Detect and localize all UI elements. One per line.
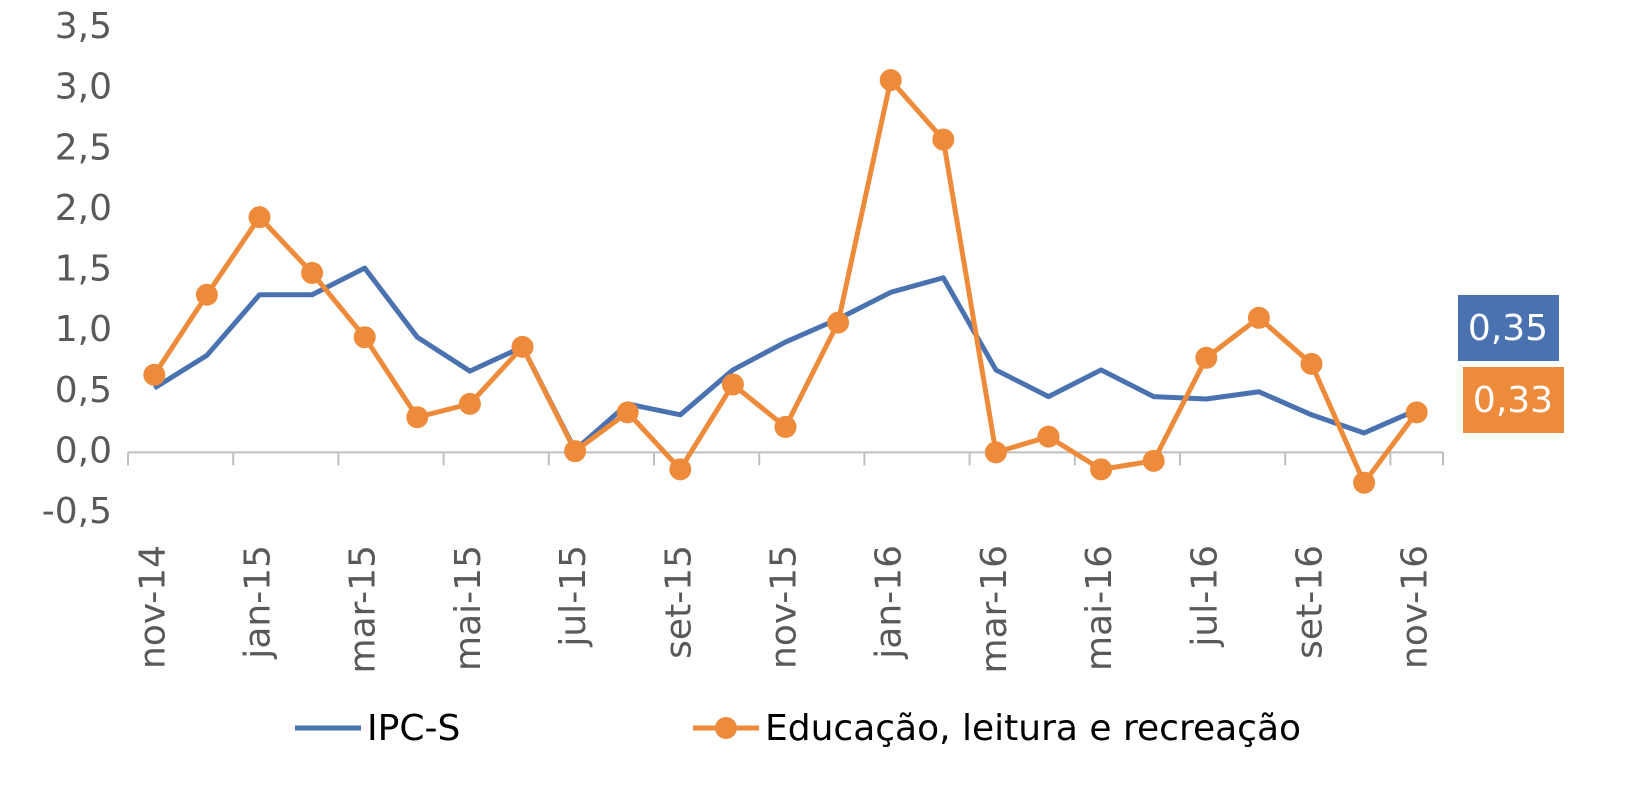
y-tick-label: 3,5 (55, 6, 112, 47)
series-marker (195, 283, 218, 306)
value-label: 0,33 (1473, 380, 1553, 421)
y-tick-label: 1,0 (55, 309, 112, 350)
series-marker (458, 392, 481, 415)
x-tick-label: mar-16 (974, 545, 1015, 673)
x-tick-label: set-15 (658, 545, 699, 659)
series-marker (669, 458, 692, 481)
series-marker (248, 206, 271, 229)
series-marker (1037, 425, 1060, 448)
x-tick-label: jan-15 (238, 545, 279, 660)
value-label-box (1458, 295, 1559, 361)
legend-label: IPC-S (367, 708, 460, 749)
series-marker (406, 406, 429, 429)
series-marker (827, 311, 850, 334)
x-tick-label: nov-15 (764, 545, 805, 669)
y-tick-label: 2,5 (55, 127, 112, 168)
y-tick-label: 2,0 (55, 188, 112, 229)
x-tick-label: mai-15 (448, 545, 489, 671)
value-label-box (1463, 367, 1564, 433)
series-marker (511, 335, 534, 358)
value-label: 0,35 (1468, 308, 1548, 349)
series-marker (301, 261, 324, 284)
legend-marker (715, 717, 737, 739)
y-tick-label: 0,0 (55, 430, 112, 471)
series-marker (143, 363, 166, 386)
series-marker (932, 128, 955, 151)
series-marker (1090, 458, 1113, 481)
series-marker (721, 373, 744, 396)
x-tick-label: jul-15 (553, 545, 594, 648)
series-marker (1195, 346, 1218, 369)
x-tick-label: set-16 (1290, 545, 1331, 659)
y-tick-label: -0,5 (42, 491, 112, 532)
series-marker (564, 440, 587, 463)
y-tick-label: 1,5 (55, 249, 112, 290)
series-marker (1405, 401, 1428, 424)
series-marker (1142, 449, 1165, 472)
series-marker (1300, 352, 1323, 375)
x-tick-label: nov-16 (1395, 545, 1436, 669)
series-marker (984, 441, 1007, 464)
series-marker (774, 415, 797, 438)
y-tick-label: 0,5 (55, 370, 112, 411)
legend-label: Educação, leitura e recreação (765, 708, 1301, 749)
x-tick-label: mar-15 (343, 545, 384, 673)
series-marker (1353, 471, 1376, 494)
series-marker (616, 401, 639, 424)
series-marker (879, 69, 902, 92)
x-tick-label: mai-16 (1079, 545, 1120, 671)
series-line (152, 265, 1418, 453)
series-marker (353, 326, 376, 349)
series-marker (1247, 306, 1270, 329)
x-tick-label: jul-16 (1184, 545, 1225, 648)
x-tick-label: nov-14 (132, 545, 173, 669)
x-tick-label: jan-16 (869, 545, 910, 660)
y-tick-label: 3,0 (55, 67, 112, 108)
